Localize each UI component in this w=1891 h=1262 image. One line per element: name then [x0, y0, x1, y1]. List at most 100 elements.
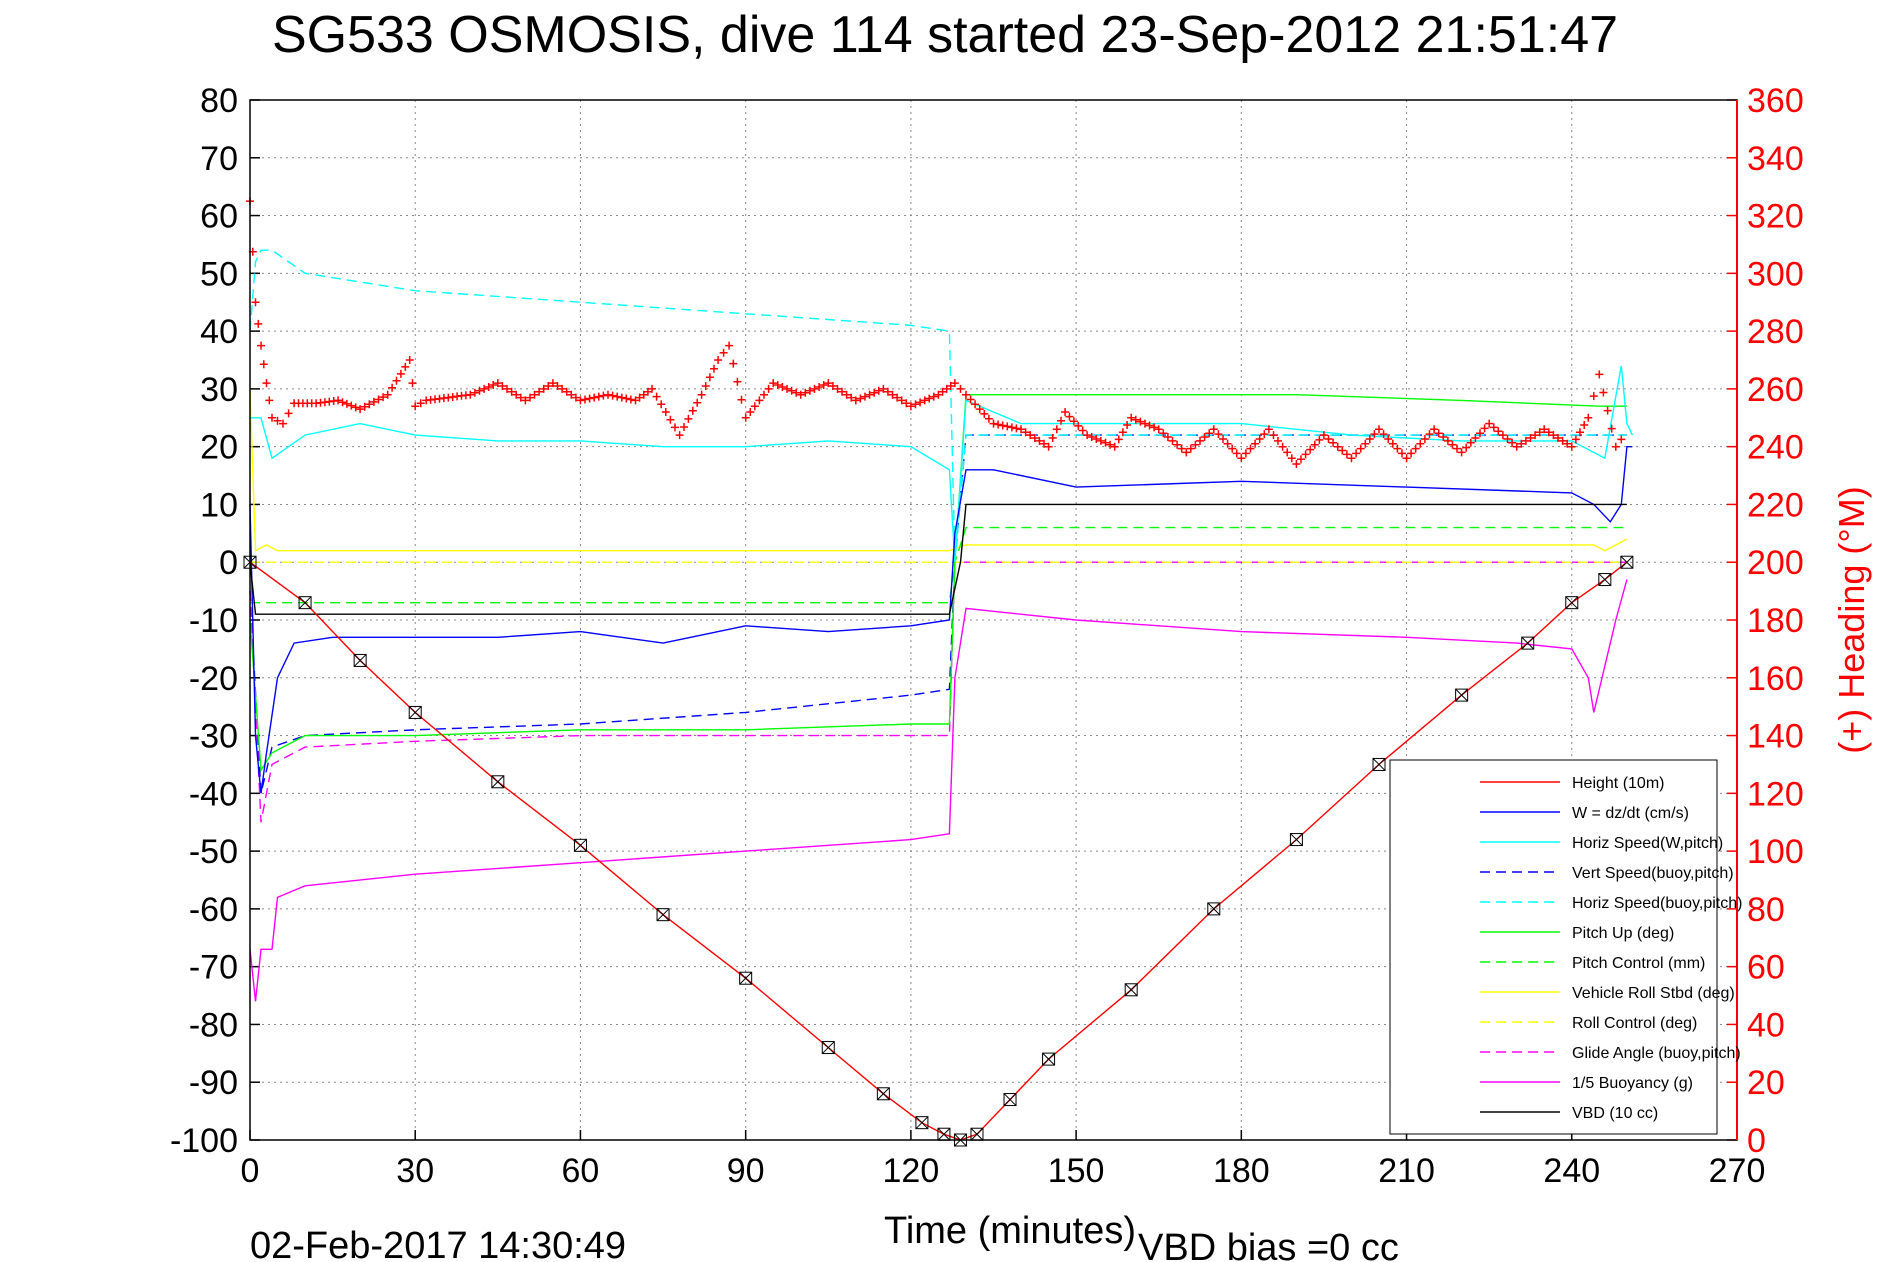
heading-marker: [1558, 436, 1567, 445]
heading-marker: [342, 399, 351, 408]
heading-marker: [984, 414, 993, 423]
heading-marker: [1607, 424, 1616, 433]
heading-marker: [1118, 428, 1127, 437]
heading-marker: [626, 395, 635, 404]
heading-marker: [1476, 429, 1484, 438]
height-marker: [1042, 1052, 1056, 1066]
y-tick-labels: 80 70 60 50 40 30 20 10 0 -10 -20 -30 -40 -50 -60 -70 -8…: [170, 82, 238, 1160]
heading-marker: [1191, 440, 1200, 449]
heading-marker: [1154, 425, 1163, 434]
heading-marker: [1315, 435, 1324, 444]
heading-marker: [1096, 436, 1105, 445]
heading-marker: [1617, 435, 1626, 444]
heading-marker: [338, 398, 347, 407]
heading-marker: [1584, 413, 1593, 422]
heading-marker: [980, 409, 989, 418]
heading-marker: [719, 348, 728, 357]
y-right-tick-label: 300: [1747, 255, 1804, 293]
y-tick-label: 0: [219, 544, 238, 582]
x-tick-label: 120: [883, 1152, 940, 1190]
heading-marker: [1136, 417, 1145, 426]
legend-label: VBD (10 cc): [1572, 1105, 1658, 1122]
heading-marker: [705, 373, 714, 382]
heading-marker: [1457, 448, 1466, 457]
y-right-tick-label: 180: [1747, 602, 1804, 640]
y-right-axis-label: (+) Heading (°M): [1831, 486, 1872, 753]
heading-marker: [516, 393, 525, 402]
heading-marker: [1246, 444, 1255, 453]
y-tick-label: 50: [200, 255, 238, 293]
y-tick-label: -30: [189, 718, 238, 756]
heading-marker: [1352, 449, 1361, 458]
heading-marker: [484, 383, 493, 391]
heading-marker: [279, 419, 287, 428]
x-tick-label: 60: [562, 1152, 600, 1190]
heading-marker: [1430, 425, 1439, 434]
heading-marker: [1274, 436, 1282, 445]
series-line-10: [249, 579, 1628, 1002]
heading-marker: [273, 416, 282, 425]
height-marker: [1207, 902, 1221, 916]
series-line-11: [249, 503, 1627, 615]
heading-marker: [411, 402, 420, 411]
heading-marker: [962, 390, 970, 399]
heading-marker: [755, 396, 764, 405]
x-tick-label: 270: [1709, 1152, 1766, 1190]
heading-series: [246, 197, 1626, 468]
heading-marker: [701, 382, 710, 390]
heading-marker: [1069, 417, 1078, 426]
heading-marker: [1269, 431, 1278, 440]
heading-marker: [874, 386, 883, 395]
height-marker: [1372, 757, 1386, 771]
heading-marker: [1141, 419, 1149, 428]
heading-marker: [966, 395, 975, 404]
y-tick-label: 30: [200, 371, 238, 409]
heading-marker: [1462, 443, 1471, 452]
y-right-tick-label: 360: [1747, 82, 1804, 120]
heading-marker: [1439, 433, 1448, 441]
heading-marker: [833, 384, 842, 393]
heading-marker: [998, 421, 1007, 430]
heading-marker: [1333, 442, 1342, 451]
heading-marker: [746, 408, 755, 416]
heading-marker: [1163, 433, 1172, 441]
heading-marker: [675, 431, 684, 440]
y-tick-label: -50: [189, 833, 238, 871]
heading-marker: [1567, 442, 1576, 451]
heading-marker: [1402, 454, 1411, 463]
heading-marker: [526, 393, 534, 402]
heading-marker: [548, 379, 557, 388]
heading-marker: [401, 362, 410, 371]
heading-marker: [1168, 436, 1177, 445]
heading-marker: [956, 384, 965, 393]
heading-marker: [1503, 435, 1512, 443]
heading-marker: [1003, 422, 1012, 431]
heading-marker: [608, 391, 617, 400]
heading-marker: [562, 387, 571, 396]
series-line-6: [250, 526, 1627, 604]
heading-marker: [334, 396, 343, 405]
heading-marker: [503, 384, 511, 393]
legend-label: Pitch Up (deg): [1572, 925, 1674, 942]
heading-marker: [1329, 438, 1338, 447]
y-tick-label: -60: [189, 891, 238, 929]
heading-marker: [1173, 440, 1182, 449]
heading-marker: [507, 387, 516, 396]
heading-marker: [480, 384, 489, 393]
heading-marker: [989, 419, 998, 428]
heading-marker: [856, 394, 865, 403]
heading-marker: [1131, 415, 1140, 424]
heading-marker: [408, 379, 417, 388]
y-tick-label: 20: [200, 429, 238, 467]
heading-marker: [1205, 429, 1214, 438]
heading-marker: [379, 393, 388, 402]
heading-marker: [1241, 449, 1250, 458]
legend-label: Glide Angle (buoy,pitch): [1572, 1045, 1741, 1062]
heading-marker: [1232, 449, 1241, 458]
heading-marker: [870, 388, 879, 397]
heading-marker: [842, 390, 851, 399]
heading-marker: [920, 396, 929, 405]
heading-marker: [801, 388, 810, 397]
heading-marker: [1114, 435, 1123, 444]
y-right-tick-label: 60: [1747, 949, 1785, 987]
